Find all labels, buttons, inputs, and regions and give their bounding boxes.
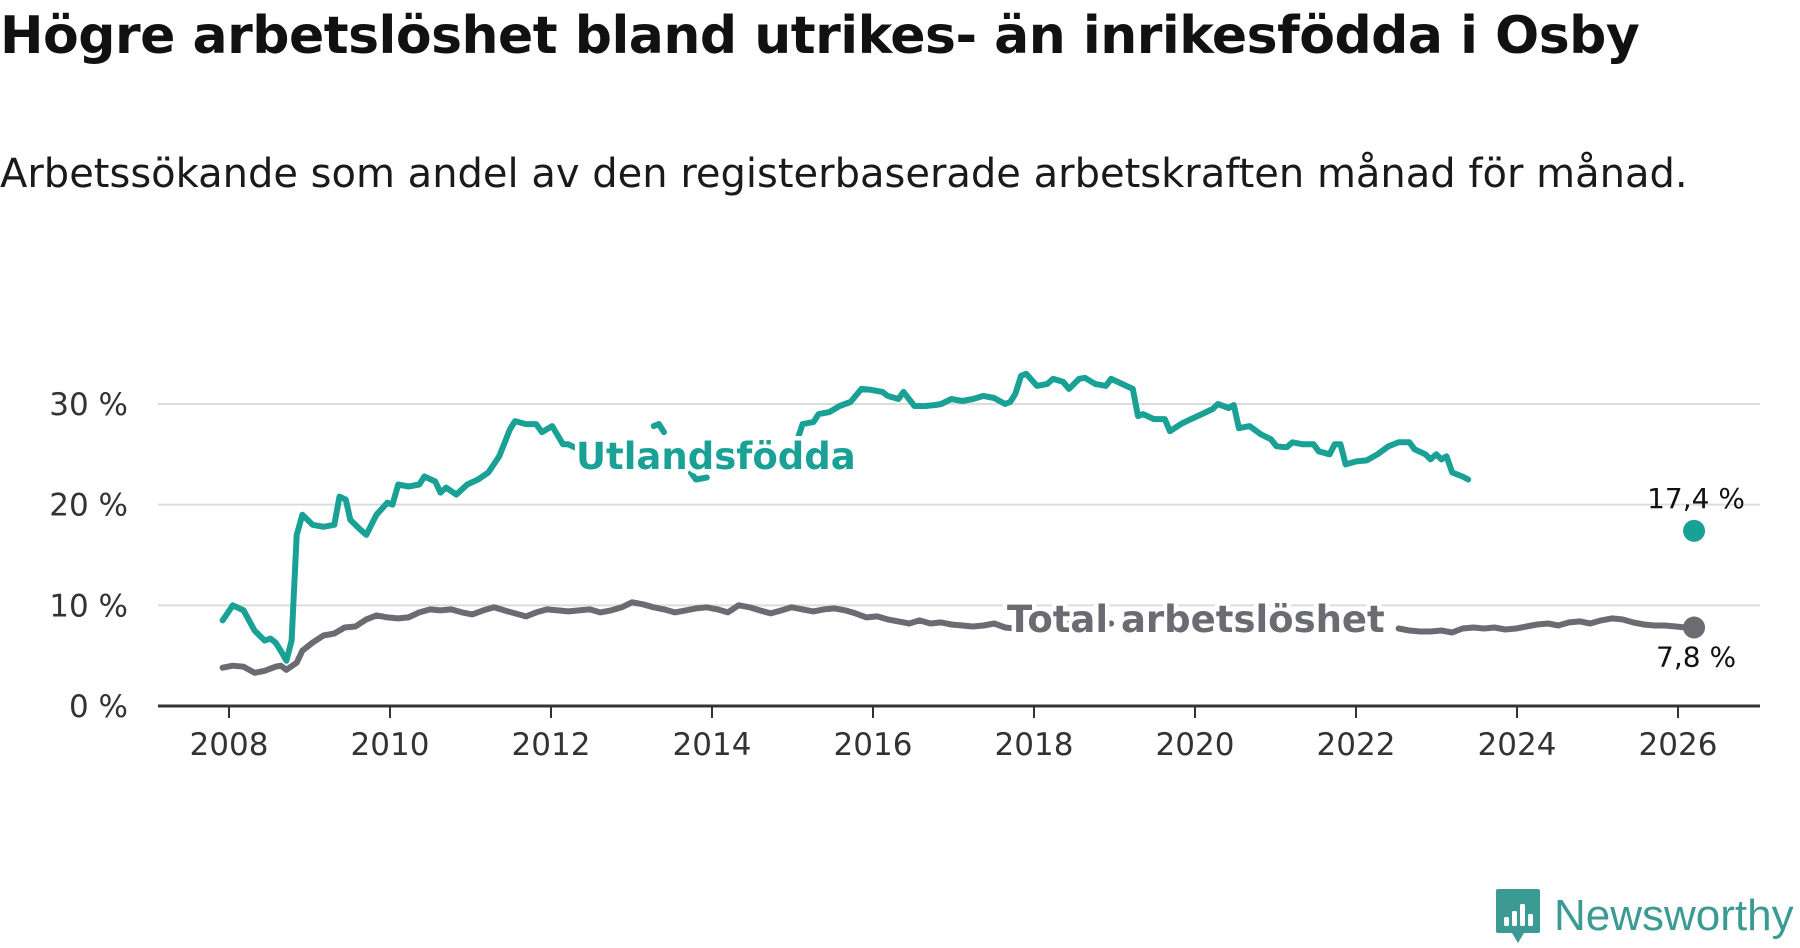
brand-name: Newsworthy (1554, 891, 1794, 940)
series-line-utlandsfodda (219, 418, 572, 664)
x-tick-label: 2018 (995, 727, 1074, 763)
chart-subtitle: Arbetssökande som andel av den registerb… (0, 151, 1688, 197)
y-tick-label: 20 % (49, 488, 128, 524)
brand-logo: Newsworthy (1494, 887, 1794, 945)
series-line-total (1395, 615, 1689, 636)
x-tick-label: 2010 (351, 727, 430, 763)
gridlines (158, 403, 1760, 607)
series-label-total: Total arbetslöshet (1007, 598, 1385, 641)
newsworthy-logo-icon (1496, 889, 1540, 943)
series-line-total (219, 599, 1115, 676)
y-tick-label: 10 % (49, 588, 128, 624)
y-tick-label: 0 % (69, 689, 128, 725)
x-tick-label: 2012 (512, 727, 591, 763)
x-tick-label: 2022 (1317, 727, 1396, 763)
x-tick-label: 2020 (1156, 727, 1235, 763)
series-label-utlandsfodda: Utlandsfödda (576, 435, 856, 478)
series-line-utlandsfodda (565, 441, 582, 453)
end-label-utlandsfodda: 17,4 % (1647, 482, 1745, 515)
end-point-utlandsfodda (1683, 519, 1706, 542)
x-tick-label: 2024 (1478, 727, 1557, 763)
series-labels: 17,4 % 7,8 % Utlandsfödda Total arbetslöshe… (572, 431, 1745, 674)
x-tick-label: 2008 (190, 727, 269, 763)
series-line-utlandsfodda (650, 421, 667, 436)
end-label-total: 7,8 % (1656, 640, 1736, 673)
x-tick-label: 2014 (673, 727, 752, 763)
x-tick-label: 2026 (1639, 727, 1718, 763)
series-line-utlandsfodda (794, 370, 1472, 483)
y-tick-label: 30 % (49, 387, 128, 423)
axes: 0 % 10 % 20 % 30 % 2008 2010 2012 2014 2016 2018 2… (49, 387, 1760, 763)
chart-title: Högre arbetslöshet bland utrikes- än inr… (0, 6, 1640, 66)
series-lines (219, 370, 1706, 676)
end-point-total (1683, 616, 1706, 639)
series-line-utlandsfodda (687, 469, 710, 483)
x-tick-label: 2016 (834, 727, 913, 763)
